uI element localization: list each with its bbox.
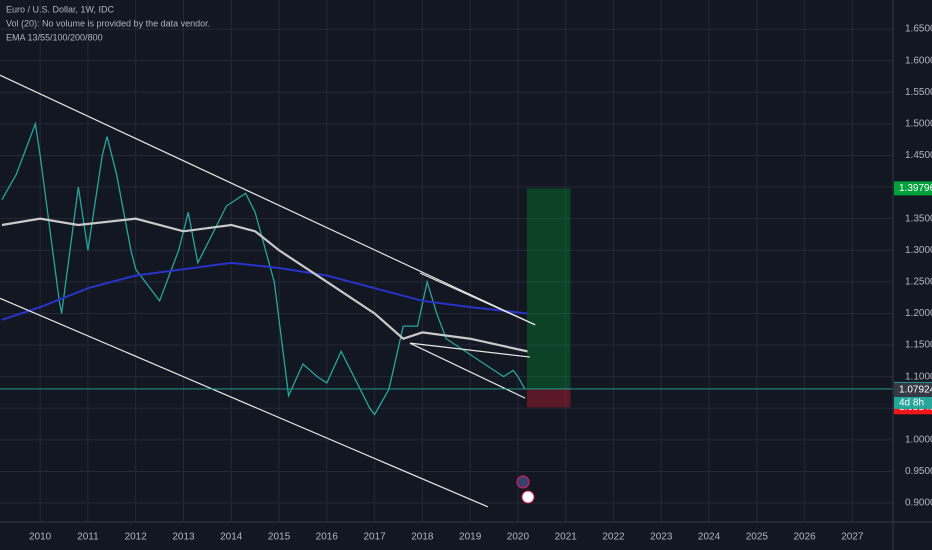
y-tick-label: 1.20000 [905, 308, 932, 319]
trendline [0, 74, 536, 326]
x-tick-label: 2019 [459, 532, 482, 543]
trendline [0, 297, 489, 508]
price-label-bg [894, 181, 932, 196]
x-tick-label: 2025 [746, 532, 769, 543]
y-tick-label: 1.10000 [905, 371, 932, 382]
price-line [1, 121, 526, 416]
y-tick-label: 1.25000 [905, 276, 932, 287]
price-label-bg [894, 382, 932, 397]
x-tick-label: 2026 [793, 532, 816, 543]
price-line [1, 261, 528, 321]
x-tick-label: 2010 [29, 532, 52, 543]
x-tick-label: 2011 [77, 532, 99, 543]
countdown: 4d 8h [899, 398, 924, 409]
event-icon[interactable] [516, 475, 530, 489]
y-tick-label: 0.95000 [905, 466, 932, 477]
x-tick-label: 2022 [602, 532, 625, 543]
x-tick-label: 2016 [316, 532, 339, 543]
x-tick-label: 2023 [650, 532, 673, 543]
target-zone [527, 188, 571, 389]
subtitle: Vol (20): No volume is provided by the d… [6, 18, 210, 28]
x-tick-label: 2014 [220, 532, 243, 543]
y-tick-label: 0.90000 [905, 498, 932, 509]
y-tick-label: 1.45000 [905, 150, 932, 161]
trendline [419, 272, 536, 326]
event-icon[interactable] [521, 490, 535, 504]
x-tick-label: 2021 [555, 532, 578, 543]
x-tick-label: 2013 [172, 532, 195, 543]
x-tick-label: 2017 [363, 532, 386, 543]
plot [0, 74, 893, 508]
y-tick-label: 1.15000 [905, 340, 932, 351]
price-line [1, 217, 528, 353]
chart-title: Euro / U.S. Dollar, 1W, IDC [6, 4, 115, 14]
x-tick-label: 2018 [411, 532, 434, 543]
y-tick-label: 1.55000 [905, 87, 932, 98]
axes: 0.900000.950001.000001.050001.100001.150… [29, 24, 932, 543]
x-tick-label: 2027 [841, 532, 864, 543]
y-tick-label: 1.65000 [905, 24, 932, 35]
x-tick-label: 2024 [698, 532, 721, 543]
y-tick-label: 1.30000 [905, 245, 932, 256]
x-tick-label: 2012 [125, 532, 148, 543]
indicator-legend: EMA 13/55/100/200/800 [6, 32, 103, 42]
y-tick-label: 1.35000 [905, 213, 932, 224]
stop-zone [527, 388, 571, 408]
y-tick-label: 1.60000 [905, 55, 932, 66]
y-tick-label: 1.00000 [905, 434, 932, 445]
price-label: 1.39796 [899, 183, 932, 194]
x-tick-label: 2020 [507, 532, 530, 543]
countdown-bg [894, 396, 932, 409]
y-tick-label: 1.50000 [905, 119, 932, 130]
x-tick-label: 2015 [268, 532, 291, 543]
price-label: 1.07924 [899, 384, 932, 395]
trendline [409, 342, 530, 358]
grid [0, 0, 893, 522]
